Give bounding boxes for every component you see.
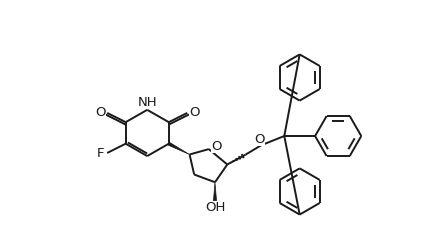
Text: O: O <box>211 140 222 153</box>
Text: O: O <box>95 106 105 120</box>
Text: O: O <box>255 133 265 146</box>
Text: OH: OH <box>205 201 225 214</box>
Text: F: F <box>96 147 104 160</box>
Polygon shape <box>168 142 190 155</box>
Text: O: O <box>189 106 200 120</box>
Text: NH: NH <box>138 96 157 109</box>
Polygon shape <box>213 182 217 201</box>
